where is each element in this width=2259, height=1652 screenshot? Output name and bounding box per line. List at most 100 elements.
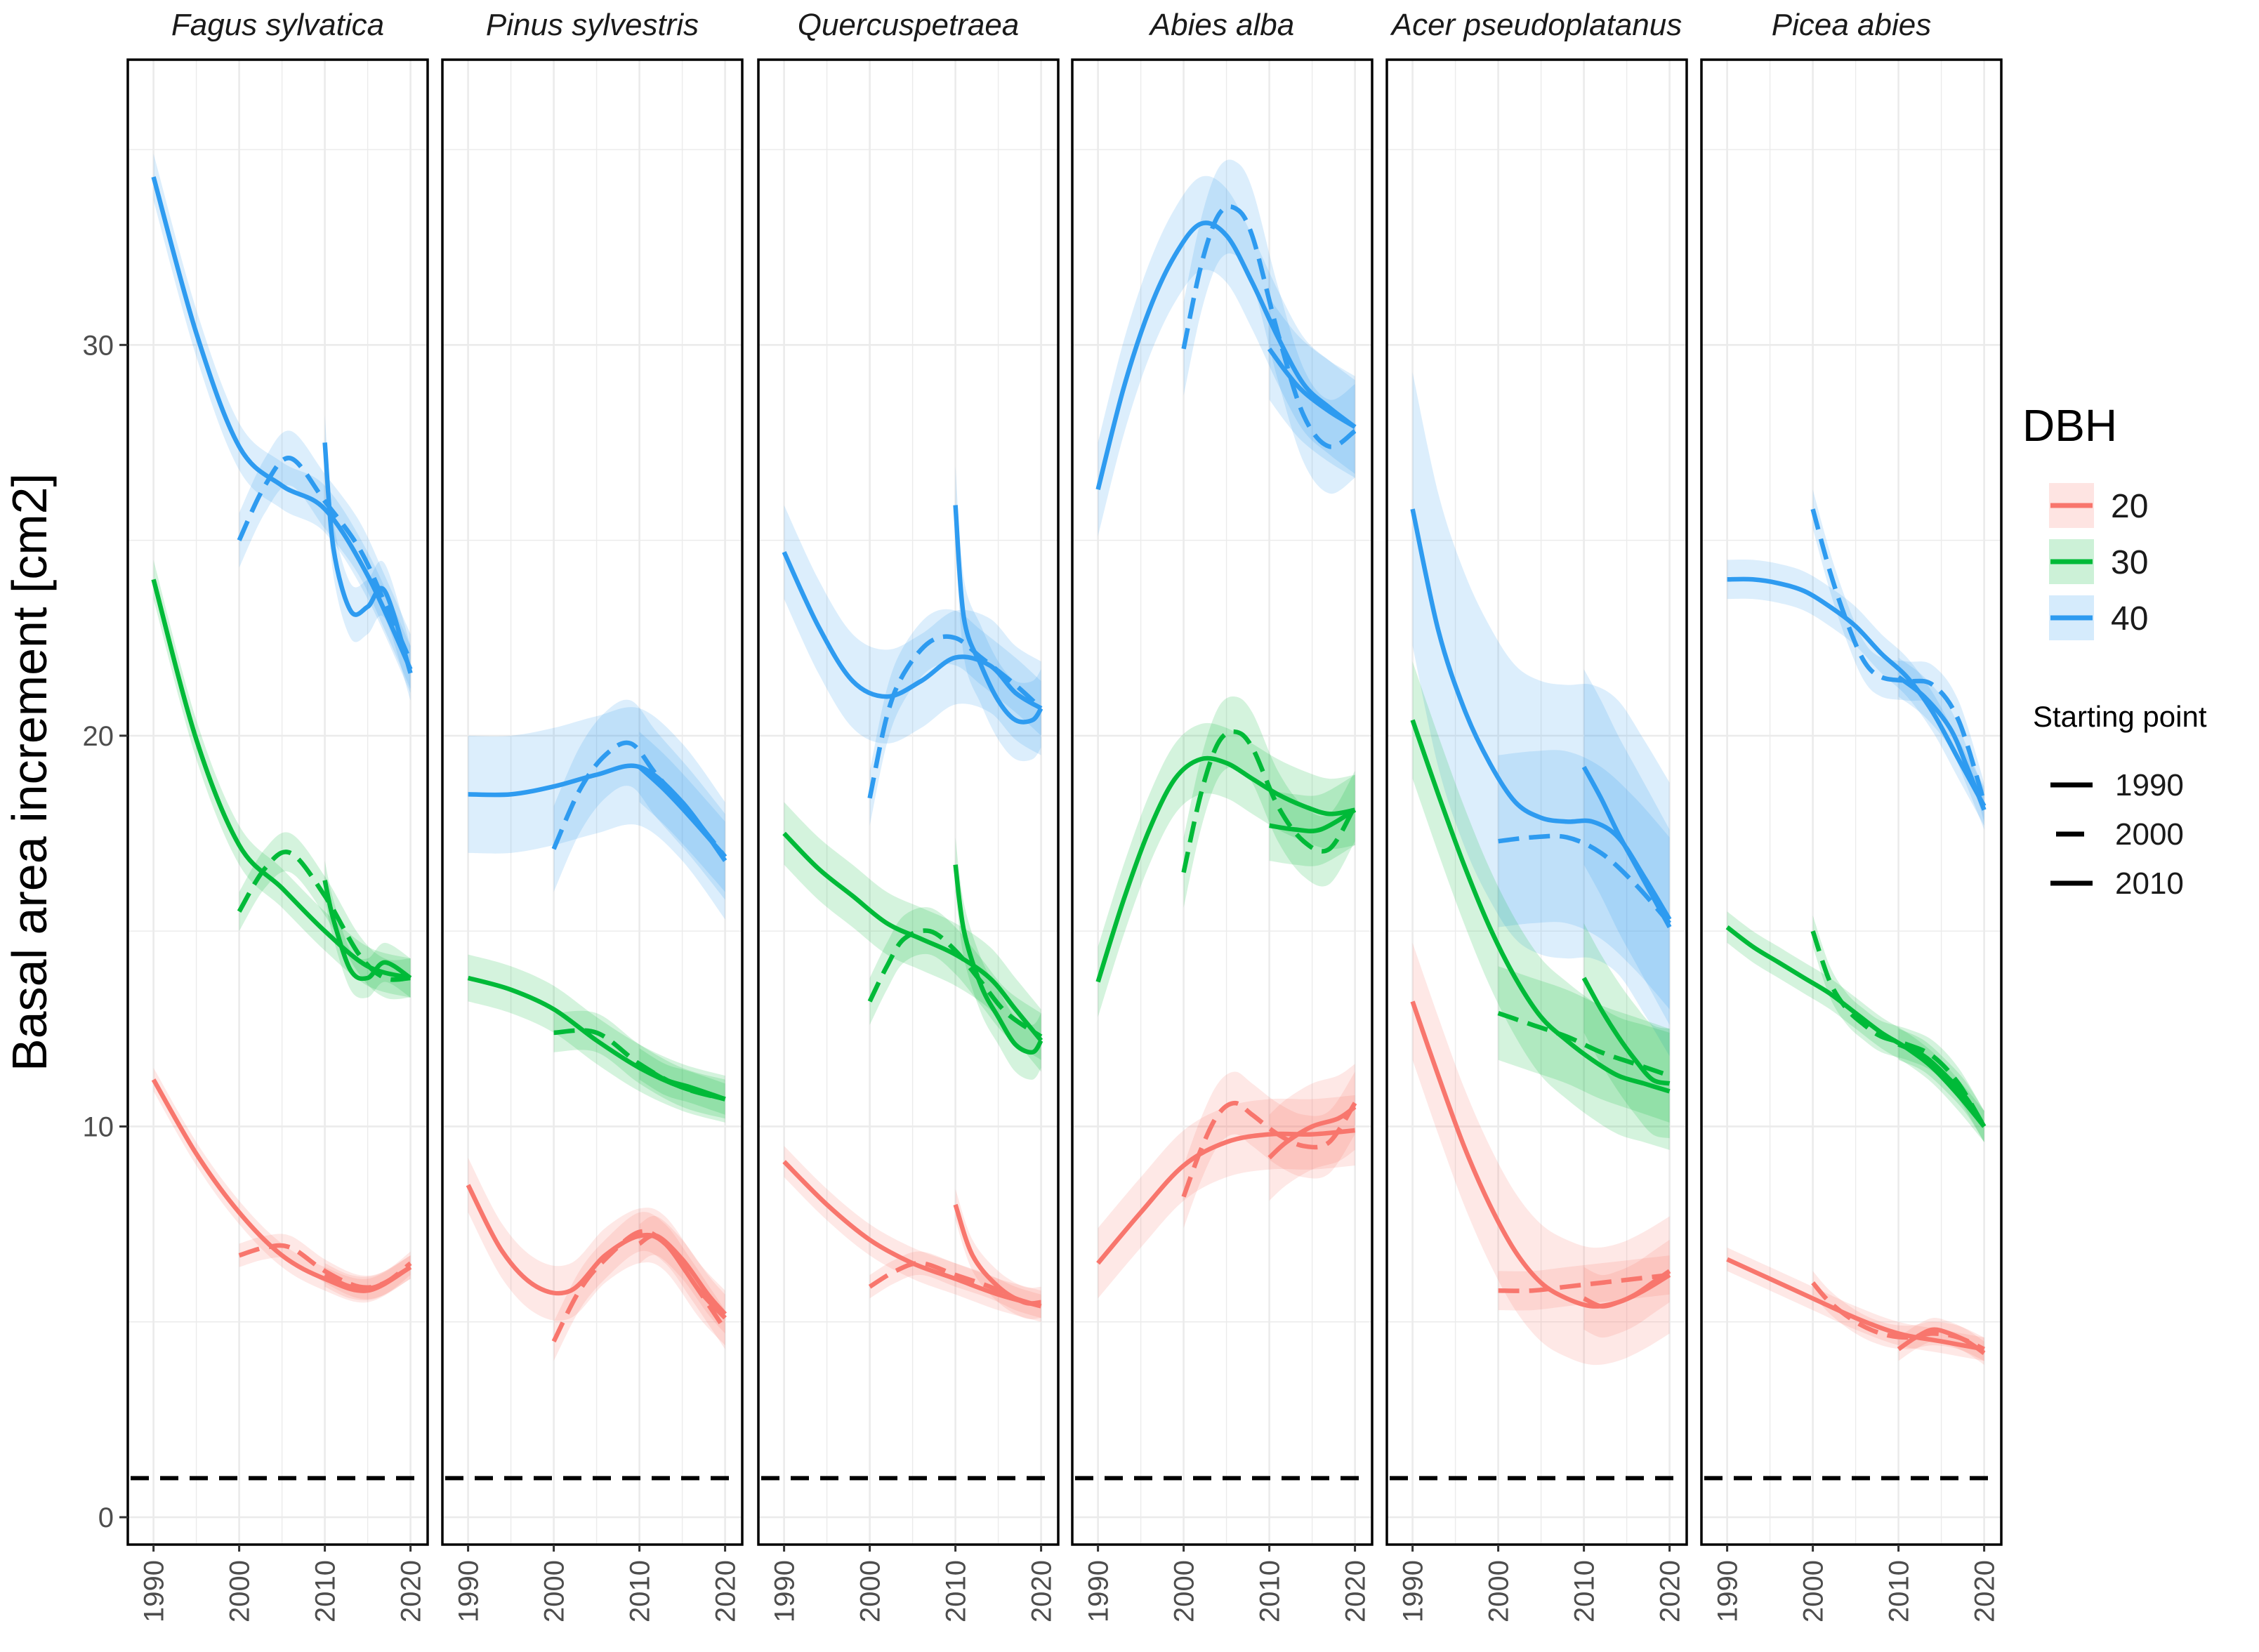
facet-grid <box>1387 60 1687 1545</box>
x-tick-label: 2010 <box>1255 1560 1286 1623</box>
line-dbh30-start1990 <box>1095 755 1356 983</box>
facet-grid <box>1701 60 2001 1545</box>
band-dbh20-2010 <box>639 1215 725 1334</box>
line-dbh40-start2010 <box>638 765 727 859</box>
facet-1: Fagus sylvatica 1990 2000 2010 2020 <box>126 8 429 1623</box>
legend: DBH Starting point 20 30 40 1990 2000 2010 <box>2022 400 2207 901</box>
facet-title: Quercuspetraea <box>798 8 1020 42</box>
band-dbh40-1990 <box>784 505 1041 755</box>
line-dbh30-start2000 <box>1810 930 1987 1128</box>
panel-border <box>757 58 1060 1546</box>
series-lines <box>1725 508 1987 1355</box>
line-dbh40-start1990 <box>1095 220 1357 490</box>
x-tick-label: 2000 <box>1169 1560 1200 1623</box>
line-dbh40-start2000 <box>551 740 727 859</box>
legend-label-start: 2000 <box>2115 817 2184 852</box>
panel-border <box>1700 58 2003 1546</box>
y-axis-title: Basal area increment [cm2] <box>2 473 57 1071</box>
x-tick-label: 2010 <box>625 1560 656 1623</box>
line-dbh40-start2000 <box>1498 833 1672 925</box>
y-tick-label: 20 <box>83 721 114 752</box>
band-dbh30-2000 <box>1498 966 1670 1123</box>
band-dbh20-2000 <box>1183 1071 1355 1229</box>
band-dbh40-2000 <box>239 430 411 689</box>
band-dbh20-1990 <box>1412 942 1670 1366</box>
band-dbh40-1990 <box>468 707 725 920</box>
line-dbh20-start2000 <box>1181 1100 1357 1198</box>
band-dbh20-2000 <box>239 1234 411 1300</box>
x-tick-label: 2000 <box>539 1560 570 1623</box>
x-tick-label: 1990 <box>1713 1560 1744 1623</box>
y-tick-label: 0 <box>98 1502 114 1533</box>
line-dbh30-start1990 <box>1410 719 1671 1094</box>
facet-3: Quercuspetraea 1990 2000 2010 2020 <box>757 8 1060 1623</box>
line-dbh30-start2000 <box>1497 1011 1671 1078</box>
line-dbh30-start2010 <box>1897 1042 1987 1128</box>
line-dbh20-start2010 <box>1267 1104 1357 1160</box>
x-tick-label: 2020 <box>1341 1560 1371 1623</box>
x-tick-label: 1990 <box>770 1560 801 1623</box>
facet-title: Pinus sylvestris <box>486 8 699 42</box>
facet-grid <box>1072 60 1372 1545</box>
x-tick-label: 2010 <box>310 1560 341 1623</box>
band-dbh20-1990 <box>1098 1095 1355 1299</box>
line-dbh40-start2000 <box>1181 204 1357 449</box>
line-dbh20-start2010 <box>1897 1327 1986 1355</box>
band-dbh40-2000 <box>553 699 725 900</box>
facet-grid <box>758 60 1058 1545</box>
facet-title: Picea abies <box>1772 8 1931 42</box>
line-dbh40-start2010 <box>1897 675 1987 811</box>
panel-border <box>126 58 429 1546</box>
line-dbh20-start2010 <box>324 1264 412 1291</box>
band-dbh40-1990 <box>1412 372 1670 1057</box>
band-dbh40-1990 <box>153 153 411 693</box>
band-dbh20-2000 <box>553 1212 725 1361</box>
line-dbh20-start2000 <box>1498 1272 1670 1293</box>
line-dbh20-start1990 <box>1726 1257 1985 1352</box>
line-dbh30-start2000 <box>867 928 1043 1039</box>
line-dbh30-start2010 <box>1269 807 1357 834</box>
facet-2: Pinus sylvestris 1990 2000 2010 2020 <box>441 8 744 1623</box>
y-axis: 0 10 20 30 <box>83 330 128 1533</box>
legend-label-dbh: 30 <box>2111 544 2148 581</box>
line-dbh40-start1990 <box>1727 576 1987 807</box>
facet-title: Fagus sylvatica <box>171 8 384 42</box>
line-dbh40-start2000 <box>1810 508 1987 803</box>
band-dbh30-2000 <box>1183 696 1355 908</box>
band-dbh30-2000 <box>239 832 411 1000</box>
series-lines <box>151 176 413 1293</box>
line-dbh20-start2010 <box>1583 1269 1671 1309</box>
band-dbh20-2000 <box>869 1251 1041 1319</box>
band-dbh20-1990 <box>468 1158 725 1346</box>
legend-label-start: 1990 <box>2115 768 2184 802</box>
band-dbh30-2000 <box>869 907 1041 1060</box>
line-dbh40-start2010 <box>1581 765 1672 929</box>
panel-border <box>441 58 744 1546</box>
x-tick-label: 2010 <box>1884 1560 1915 1623</box>
panel-border <box>1071 58 1374 1546</box>
line-dbh30-start2010 <box>953 864 1043 1055</box>
line-dbh40-start2010 <box>322 442 413 674</box>
facet-5: Acer pseudoplatanus 1990 2000 2010 2020 <box>1385 8 1688 1623</box>
band-dbh40-1990 <box>1098 176 1355 536</box>
series-lines <box>782 505 1043 1309</box>
x-tick-label: 2020 <box>1655 1560 1686 1623</box>
line-dbh20-start1990 <box>466 1184 727 1320</box>
band-dbh20-2010 <box>955 1189 1041 1319</box>
x-tick-label: 2010 <box>941 1560 972 1623</box>
y-tick-label: 30 <box>83 330 114 361</box>
x-tick-label: 2020 <box>1970 1560 2001 1623</box>
x-tick-label: 1990 <box>454 1560 485 1623</box>
band-dbh30-1990 <box>1412 661 1670 1150</box>
band-dbh40-2010 <box>1898 657 1984 830</box>
band-dbh30-2000 <box>1812 915 1984 1142</box>
line-dbh30-start2010 <box>1581 977 1671 1086</box>
facet-4: Abies alba 1990 2000 2010 2020 <box>1071 8 1374 1623</box>
x-tick-label: 2020 <box>711 1560 742 1623</box>
legend-label-dbh: 40 <box>2111 600 2148 637</box>
x-tick-label: 1990 <box>139 1560 170 1623</box>
x-tick-label: 2020 <box>396 1560 427 1623</box>
line-dbh30-start2000 <box>237 850 411 982</box>
legend-linetype-title: Starting point <box>2033 700 2207 733</box>
band-dbh30-1990 <box>153 560 411 998</box>
